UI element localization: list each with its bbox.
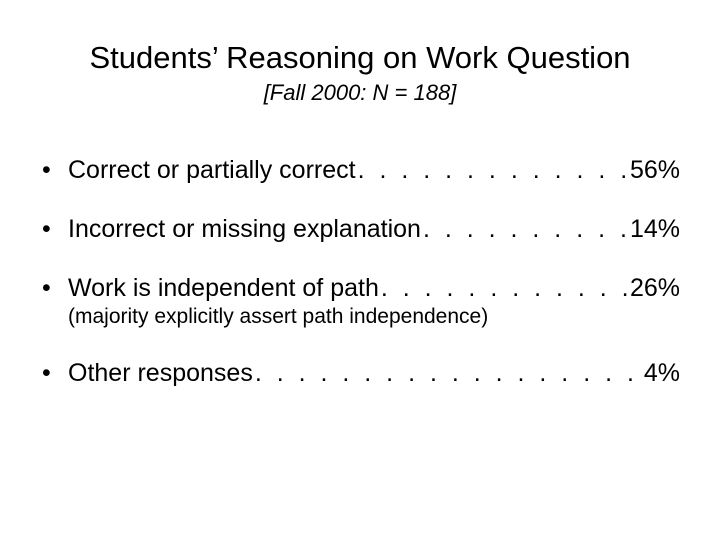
item-label: Incorrect or missing explanation xyxy=(68,215,421,244)
slide: Students’ Reasoning on Work Question [Fa… xyxy=(0,0,720,540)
leader-dots: . . . . . . . . . . . . . . . . . . . . … xyxy=(379,274,630,303)
item-label: Correct or partially correct xyxy=(68,156,356,185)
list-item: Correct or partially correct . . . . . .… xyxy=(40,156,680,185)
leader-dots: . . . . . . . . . . . . . . . . . . . . … xyxy=(421,215,630,244)
list-item: Work is independent of path . . . . . . … xyxy=(40,274,680,329)
slide-subtitle: [Fall 2000: N = 188] xyxy=(40,80,680,106)
item-row: Incorrect or missing explanation . . . .… xyxy=(68,215,680,244)
bullet-list: Correct or partially correct . . . . . .… xyxy=(40,156,680,388)
item-percent: 56% xyxy=(630,156,680,185)
item-percent: 4% xyxy=(644,359,680,388)
list-item: Other responses . . . . . . . . . . . . … xyxy=(40,359,680,388)
item-row: Work is independent of path . . . . . . … xyxy=(68,274,680,303)
item-percent: 14% xyxy=(630,215,680,244)
item-label: Work is independent of path xyxy=(68,274,379,303)
item-percent: 26% xyxy=(630,274,680,303)
item-row: Other responses . . . . . . . . . . . . … xyxy=(68,359,680,388)
item-note: (majority explicitly assert path indepen… xyxy=(68,305,680,329)
leader-dots: . . . . . . . . . . . . . . . . . . . . … xyxy=(356,156,630,185)
item-row: Correct or partially correct . . . . . .… xyxy=(68,156,680,185)
slide-title: Students’ Reasoning on Work Question xyxy=(40,40,680,76)
list-item: Incorrect or missing explanation . . . .… xyxy=(40,215,680,244)
leader-dots: . . . . . . . . . . . . . . . . . . . . … xyxy=(253,359,644,388)
item-label: Other responses xyxy=(68,359,253,388)
